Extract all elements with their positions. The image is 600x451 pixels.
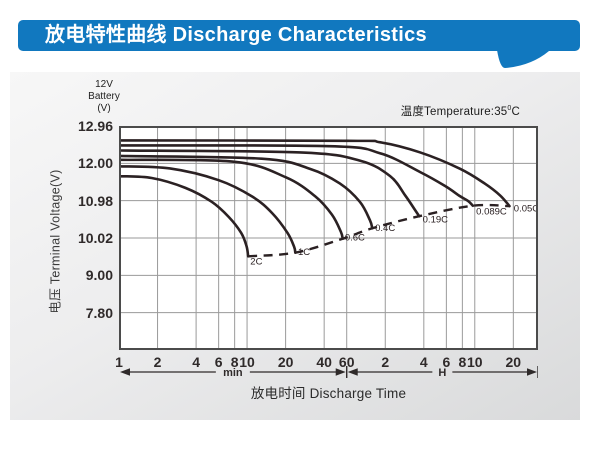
x-tick-label-480min: 8: [458, 354, 467, 370]
x-tick-label-1min: 1: [115, 354, 123, 370]
x-tick-label-6min: 6: [214, 354, 223, 370]
x-tick-label-600min: 10: [466, 354, 483, 370]
discharge-curve-0.4C: [117, 154, 374, 230]
x-tick-label-20min: 20: [277, 354, 294, 370]
curve-label-0.089C: 0.089C: [476, 207, 507, 218]
temperature-unit: C: [511, 106, 520, 118]
battery-label-line3: (V): [97, 103, 111, 114]
x-tick-label-1200min: 20: [505, 354, 522, 370]
x-tick-label-60min: 60: [338, 354, 355, 370]
curve-label-0.6C: 0.6C: [345, 233, 365, 244]
discharge-curve-0.19C: [117, 149, 421, 218]
x-tick-label-40min: 40: [316, 354, 332, 370]
header-banner: 放电特性曲线 Discharge Characteristics: [18, 20, 580, 51]
banner-tail-icon: [497, 50, 549, 68]
plot-area: 2C 1C 0.6C 0.4C 0.19C 0.089C 0.05C: [117, 126, 539, 350]
x-axis-unit-strip: min H: [120, 366, 538, 379]
unit-label-min: min: [223, 367, 243, 379]
y-tick-label-9.00: 9.00: [85, 267, 113, 284]
curve-label-0.05C: 0.05C: [514, 204, 538, 215]
x-tick-label-120min: 2: [381, 354, 390, 370]
temperature-label: 温度Temperature:350C: [0, 103, 520, 119]
discharge-curve-1C: [117, 164, 297, 254]
unit-label-H: H: [438, 367, 446, 379]
curve-label-2C: 2C: [250, 256, 262, 267]
y-tick-label-12.96: 12.96: [77, 118, 113, 134]
x-tick-label-360min: 6: [442, 354, 451, 370]
curve-label-0.19C: 0.19C: [423, 214, 448, 225]
x-tick-label-2min: 2: [153, 354, 162, 370]
temperature-degree-sup: 0: [507, 105, 512, 113]
x-axis-title: 放电时间 Discharge Time: [250, 386, 407, 401]
battery-label-line1: 12V: [95, 79, 113, 90]
battery-voltage-label: 12V Battery (V): [62, 79, 146, 115]
page-title: 放电特性曲线 Discharge Characteristics: [45, 24, 427, 46]
discharge-curves-svg: 2C 1C 0.6C 0.4C 0.19C 0.089C 0.05C: [117, 126, 539, 350]
y-tick-label-7.80: 7.80: [85, 304, 113, 321]
discharge-curve-0.6C: [117, 158, 344, 241]
battery-label-line2: Battery: [88, 91, 120, 102]
cutoff-voltage-dashed-line: [248, 203, 510, 258]
x-tick-label-240min: 4: [419, 354, 428, 370]
y-tick-label-10.02: 10.02: [77, 230, 113, 246]
discharge-curve-2C: [117, 174, 250, 258]
x-tick-label-4min: 4: [192, 354, 200, 370]
y-tick-label-10.98: 10.98: [77, 192, 113, 209]
discharge-curve-0.089C: [117, 144, 475, 208]
left-arrowhead-icon: [120, 368, 130, 376]
discharge-curve-0.05C: [117, 139, 511, 208]
curve-label-1C: 1C: [298, 247, 310, 258]
x-tick-label-8min: 8: [230, 354, 239, 370]
right-arrowhead-icon: [527, 368, 537, 376]
left-arrowhead-icon: [347, 368, 358, 376]
y-tick-label-12.00: 12.00: [77, 155, 113, 172]
curve-label-0.4C: 0.4C: [375, 223, 395, 234]
right-arrowhead-icon: [335, 368, 346, 376]
x-tick-label-10min: 10: [239, 354, 255, 370]
temperature-text: 温度Temperature:35: [400, 106, 508, 118]
plot-border: [119, 126, 538, 350]
